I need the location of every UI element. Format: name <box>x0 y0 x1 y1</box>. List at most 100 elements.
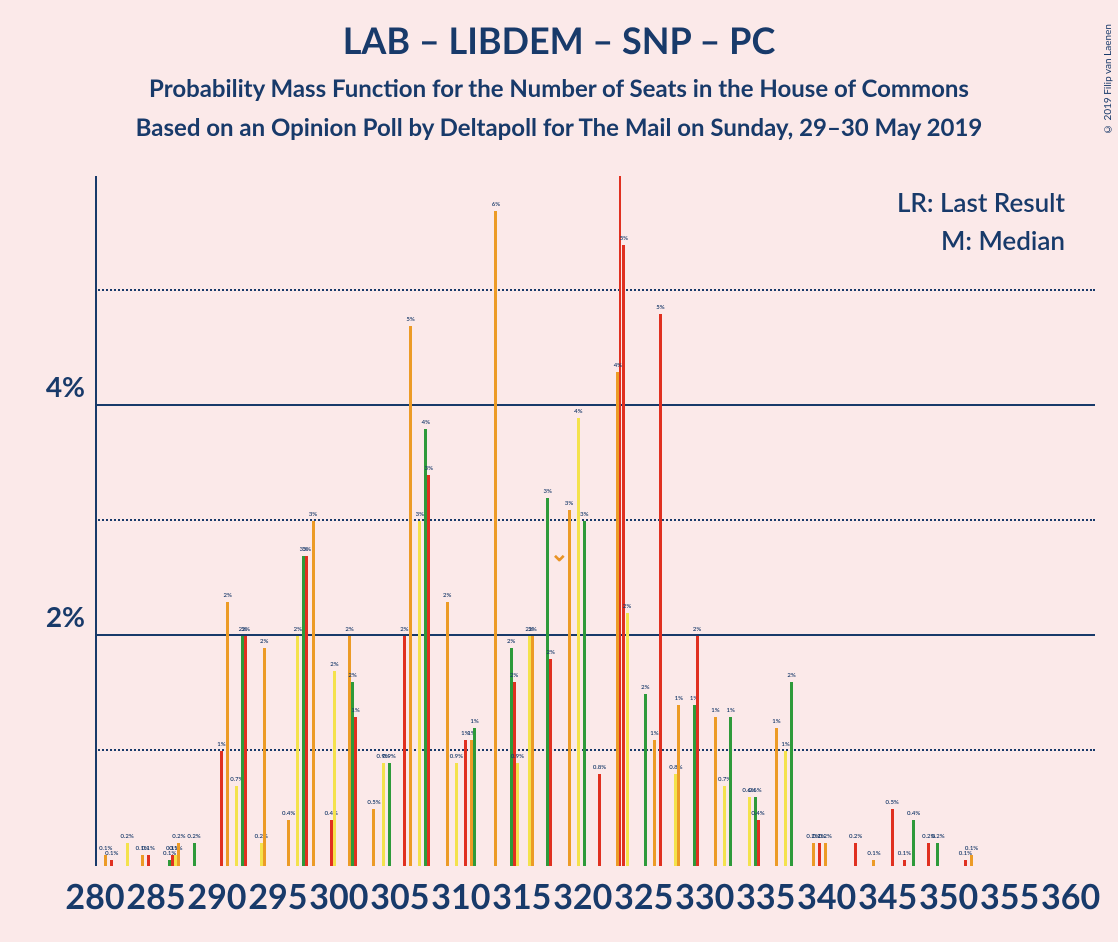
x-axis-tick-label: 280 <box>65 876 124 917</box>
bar-orange: 0.1% <box>141 855 144 867</box>
x-axis-tick-label: 310 <box>431 876 490 917</box>
bar-yellow: 2% <box>296 636 299 866</box>
bar-value-label: 2% <box>693 626 701 633</box>
bar-group: 0.2% <box>187 843 199 866</box>
bar-red: 0.1% <box>147 855 150 867</box>
bar-group: 3%4%3% <box>418 429 430 866</box>
bar-group: 1% <box>772 728 784 866</box>
bar-value-label: 1% <box>470 718 478 725</box>
bar-group: 0.1% <box>869 860 881 866</box>
bar-group: 4%5% <box>613 245 625 866</box>
bar-group: 0.8%1% <box>674 705 686 866</box>
bar-orange: 0.1% <box>970 855 973 867</box>
bar-yellow: 2% <box>626 613 629 866</box>
bar-group: 0.5% <box>369 809 381 867</box>
bar-value-label: 0.4% <box>282 810 295 817</box>
bar-value-label: 2% <box>623 603 631 610</box>
x-axis-tick-label: 350 <box>919 876 978 917</box>
bar-group: 0.9%0.9% <box>382 763 394 867</box>
bar-orange: 4% <box>616 372 619 867</box>
bar-value-label: 0.2% <box>931 833 944 840</box>
bar-yellow: 1% <box>784 751 787 866</box>
gridline-major <box>95 404 1095 406</box>
bar-group: 5% <box>406 326 418 867</box>
bar-yellow: 0.7% <box>235 786 238 867</box>
bar-green: 2% <box>790 682 793 866</box>
bar-group: 0.8% <box>589 774 601 866</box>
bar-value-label: 0.9% <box>511 753 524 760</box>
bar-value-label: 5% <box>620 235 628 242</box>
bar-value-label: 0.4% <box>751 810 764 817</box>
bar-value-label: 0.2% <box>120 833 133 840</box>
bar-value-label: 2% <box>641 684 649 691</box>
bar-orange: 0.2% <box>812 843 815 866</box>
bar-group: 0.2% <box>918 843 930 866</box>
bar-red: 5% <box>659 314 662 866</box>
bar-group: 0.2%2% <box>260 648 272 867</box>
bar-group: 0.2%0.2% <box>809 843 821 866</box>
bar-orange: 2% <box>263 648 266 867</box>
x-axis-tick-label: 355 <box>980 876 1039 917</box>
chart-plot-area: 2%4%⌄0.1%0.1%0.2%0.1%0.1%0.1%0.1%0.1%0.2… <box>95 176 1095 866</box>
bar-orange: 1% <box>775 728 778 866</box>
bar-orange: 2% <box>226 602 229 867</box>
bar-value-label: 2% <box>223 592 231 599</box>
gridline-minor <box>95 519 1095 521</box>
x-axis-tick-label: 345 <box>858 876 917 917</box>
bar-value-label: 3% <box>565 500 573 507</box>
bar-group: 0.1%0.1% <box>101 855 113 867</box>
bar-value-label: 0.2% <box>849 833 862 840</box>
bar-group: 2% <box>638 694 650 867</box>
bar-orange: 0.1% <box>872 860 875 866</box>
bar-group: 3% <box>565 510 577 867</box>
x-axis-tick-label: 300 <box>309 876 368 917</box>
chart-subtitle-1: Probability Mass Function for the Number… <box>0 74 1118 103</box>
bar-value-label: 5% <box>406 316 414 323</box>
bar-group: 2% <box>394 636 406 866</box>
bar-yellow: 2% <box>333 671 336 867</box>
bar-group: 3% <box>309 521 321 866</box>
bar-group: 0.1%0.1% <box>138 855 150 867</box>
bar-value-label: 0.2% <box>255 833 268 840</box>
bar-group: 0.1%0.2% <box>174 843 186 866</box>
bar-green: 1% <box>473 728 476 866</box>
bar-group: 2%2% <box>528 636 540 866</box>
bar-group: 1% <box>711 717 723 867</box>
bar-value-label: 0.6% <box>748 787 761 794</box>
bar-yellow: 0.9% <box>382 763 385 867</box>
bar-value-label: 3% <box>416 511 424 518</box>
bar-red: 2% <box>244 636 247 866</box>
bar-group: 4%3% <box>577 418 589 867</box>
bar-green: 0.2% <box>193 843 196 866</box>
bar-yellow: 4% <box>577 418 580 867</box>
x-axis-tick-label: 320 <box>553 876 612 917</box>
bar-group: 2% <box>626 613 638 866</box>
bar-orange: 0.5% <box>372 809 375 867</box>
bar-value-label: 2% <box>787 672 795 679</box>
bar-value-label: 0.8% <box>669 764 682 771</box>
bar-group: 0.7%2%2% <box>235 636 247 866</box>
bar-red: 1% <box>354 717 357 867</box>
bar-yellow: 0.9% <box>455 763 458 867</box>
x-axis-tick-label: 295 <box>248 876 307 917</box>
bar-group: 0.2% <box>845 843 857 866</box>
chart-subtitle-2: Based on an Opinion Poll by Deltapoll fo… <box>0 113 1118 142</box>
bar-yellow: 0.6% <box>748 797 751 866</box>
bar-yellow: 0.7% <box>723 786 726 867</box>
bar-value-label: 1% <box>650 730 658 737</box>
bar-value-label: 2% <box>443 592 451 599</box>
bar-red: 0.4% <box>757 820 760 866</box>
y-axis-label: 2% <box>46 599 85 633</box>
bar-value-label: 0.1% <box>965 845 978 852</box>
bar-value-label: 0.1% <box>142 845 155 852</box>
bar-orange: 6% <box>494 211 497 867</box>
bar-value-label: 5% <box>656 304 664 311</box>
bar-orange: 3% <box>312 521 315 866</box>
bar-group: 3%2% <box>540 498 552 866</box>
bar-group: 0.2% <box>821 843 833 866</box>
bar-orange: 0.2% <box>824 843 827 866</box>
bar-value-label: 2% <box>294 626 302 633</box>
bar-yellow: 0.2% <box>126 843 129 866</box>
bar-value-label: 2% <box>260 638 268 645</box>
x-axis-tick-label: 325 <box>614 876 673 917</box>
